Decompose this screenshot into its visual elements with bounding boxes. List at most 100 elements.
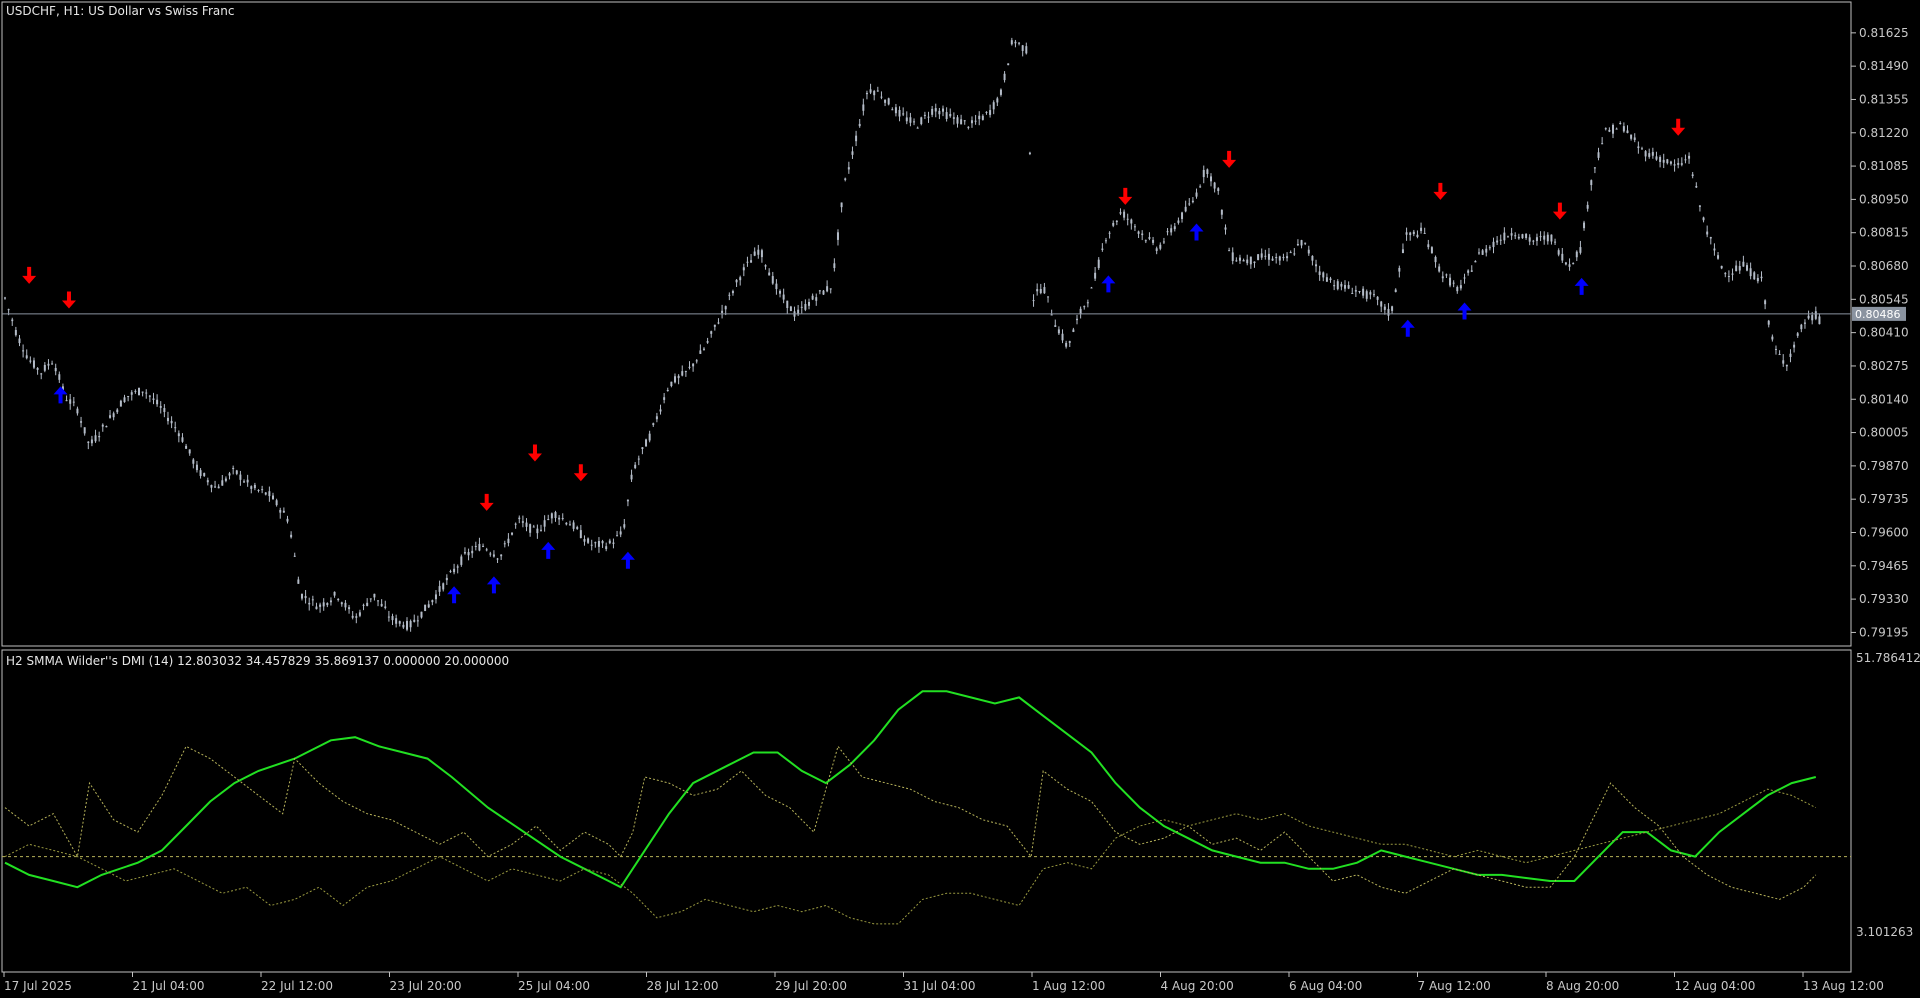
candle-body — [1528, 237, 1531, 242]
candle-body — [916, 127, 919, 129]
candle-body — [1506, 236, 1509, 238]
candle-body — [1568, 264, 1571, 267]
candle-body — [83, 427, 86, 434]
candle-body — [1401, 249, 1404, 254]
candle-body — [1141, 233, 1144, 236]
price-tick-label: 0.81220 — [1859, 126, 1909, 140]
candle-body — [605, 546, 608, 550]
candle-body — [1148, 237, 1151, 239]
candle-body — [532, 526, 535, 528]
candle-body — [101, 424, 104, 427]
sell-arrow-icon — [573, 464, 588, 482]
candle-body — [156, 399, 159, 405]
candle-body — [1724, 273, 1727, 275]
candle-body — [152, 398, 155, 400]
candle-body — [217, 486, 220, 489]
indicator-axis-min: 3.101263 — [1856, 925, 1913, 939]
candle-body — [1126, 218, 1129, 220]
price-tick-label: 0.80275 — [1859, 359, 1909, 373]
candle-body — [1238, 257, 1241, 261]
candle-body — [884, 99, 887, 103]
candle-body — [1398, 267, 1401, 272]
candle-body — [1561, 253, 1564, 261]
candle-body — [1271, 258, 1274, 261]
time-tick-label: 8 Aug 20:00 — [1546, 979, 1619, 993]
candle-body — [1347, 285, 1350, 289]
candle-body — [1286, 256, 1289, 259]
candle-body — [329, 600, 332, 603]
candle-body — [1619, 123, 1622, 125]
candle-body — [565, 522, 568, 525]
candle-body — [94, 435, 97, 442]
candle-body — [319, 604, 322, 607]
candle-body — [311, 599, 314, 601]
candle-body — [22, 350, 25, 352]
candle-body — [612, 542, 615, 544]
candle-body — [210, 484, 213, 488]
buy-arrow-icon — [53, 386, 68, 404]
candle-body — [1311, 255, 1314, 261]
candle-body — [1025, 46, 1028, 54]
time-tick-label: 13 Aug 12:00 — [1803, 979, 1884, 993]
candle-body — [112, 413, 115, 418]
candle-body — [782, 294, 785, 300]
candle-body — [945, 112, 948, 119]
candle-body — [1633, 137, 1636, 140]
candle-body — [963, 120, 966, 122]
candle-body — [1673, 164, 1676, 166]
candle-body — [1133, 226, 1136, 228]
candle-body — [1217, 188, 1220, 192]
price-panel[interactable]: 0.81625 0.81490 0.81355 0.81220 0.81085 0.809… — [1, 0, 1909, 647]
candle-body — [829, 288, 832, 290]
indicator-axis-max: 51.786412 — [1856, 651, 1920, 665]
candle-body — [72, 401, 75, 403]
candle-body — [1467, 270, 1470, 273]
candle-body — [116, 409, 119, 413]
candle-body — [1010, 40, 1013, 45]
buy-arrow-icon — [1101, 275, 1116, 293]
candle-body — [268, 491, 271, 497]
candle-body — [1746, 265, 1749, 271]
candle-body — [290, 534, 293, 538]
candle-body — [58, 374, 61, 380]
candle-body — [1517, 236, 1520, 239]
price-candles — [4, 37, 1821, 632]
candle-body — [1800, 324, 1803, 330]
candle-body — [1778, 354, 1781, 356]
price-tick-label: 0.81625 — [1859, 26, 1909, 40]
candle-body — [1365, 291, 1368, 299]
candle-body — [913, 121, 916, 123]
candle-body — [974, 120, 977, 122]
candle-body — [65, 400, 68, 402]
candle-body — [1282, 257, 1285, 259]
candle-body — [138, 387, 141, 396]
candle-body — [728, 294, 731, 296]
candle-body — [909, 117, 912, 123]
candle-body — [862, 104, 865, 111]
candle-body — [1296, 244, 1299, 246]
candle-body — [406, 621, 409, 630]
candle-body — [1104, 240, 1107, 242]
sell-arrow-icon — [479, 493, 494, 511]
indicator-panel[interactable]: H2 SMMA Wilder''s DMI (14) 12.803032 34.… — [1, 649, 1920, 973]
candle-body — [663, 397, 666, 400]
candle-body — [529, 524, 532, 533]
candle-body — [1793, 344, 1796, 348]
price-tick-label: 0.79735 — [1859, 492, 1909, 506]
candle-body — [833, 263, 836, 269]
candle-body — [1463, 277, 1466, 279]
candle-body — [1742, 261, 1745, 267]
candle-body — [1267, 253, 1270, 260]
candle-body — [757, 249, 760, 255]
candle-body — [1322, 272, 1325, 278]
candle-body — [1224, 227, 1227, 230]
candle-body — [340, 602, 343, 605]
candle-body — [540, 529, 543, 531]
candle-body — [760, 250, 763, 258]
candle-body — [272, 495, 275, 500]
candle-body — [1546, 234, 1549, 242]
candle-body — [1340, 283, 1343, 287]
candle-body — [1550, 234, 1553, 242]
candle-body — [688, 366, 691, 368]
candle-body — [387, 616, 390, 618]
